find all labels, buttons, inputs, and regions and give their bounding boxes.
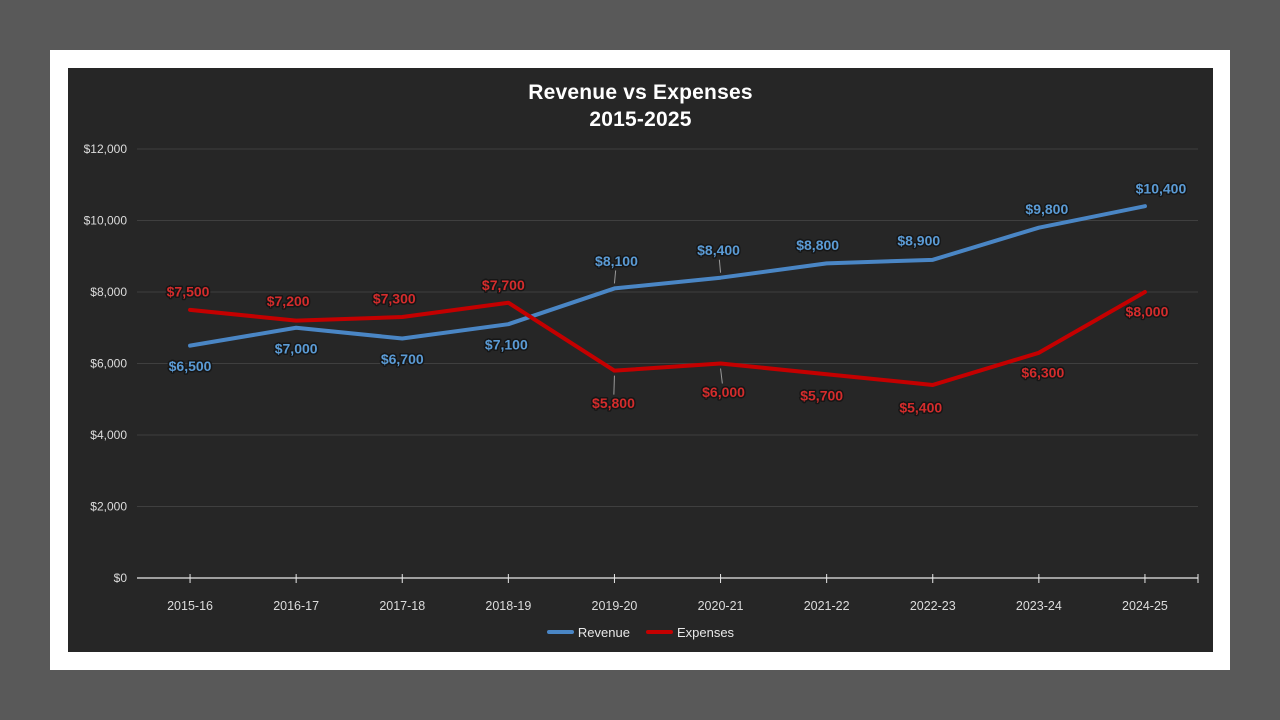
revenue-line-swatch xyxy=(546,630,574,634)
legend-label-revenue: Revenue xyxy=(577,624,630,640)
expenses-data-label: $7,300 xyxy=(373,291,416,307)
x-axis-tick-label: 2020-21 xyxy=(698,599,744,613)
revenue-data-label: $6,700 xyxy=(381,351,424,367)
legend-item-expenses: Expenses xyxy=(645,624,735,640)
y-axis-tick-label: $8,000 xyxy=(90,285,127,299)
revenue-line xyxy=(188,204,1147,348)
x-axis-tick-label: 2017-18 xyxy=(379,599,425,613)
revenue-data-label: $8,400 xyxy=(697,242,740,258)
revenue-data-label: $8,800 xyxy=(796,237,839,253)
data-label-leader-line xyxy=(720,368,723,384)
chart-legend: Revenue Expenses xyxy=(68,623,1213,641)
revenue-data-label: $10,400 xyxy=(1136,181,1187,197)
x-axis-tick-label: 2015-16 xyxy=(167,599,213,613)
revenue-data-label: $9,800 xyxy=(1025,201,1068,217)
data-label-leader-line xyxy=(613,270,617,284)
x-axis-tick-label: 2024-25 xyxy=(1122,599,1168,613)
revenue-data-label: $6,500 xyxy=(169,358,212,374)
legend-label-expenses: Expenses xyxy=(676,624,735,640)
chart-area: $0 $2,000 $4,000 $6,000 $8,000 $10,000 $12,000… xyxy=(68,68,1213,652)
x-axis-tick-label: 2019-20 xyxy=(592,599,638,613)
x-axis-tick-label: 2016-17 xyxy=(273,599,319,613)
expenses-line xyxy=(188,290,1147,387)
x-axis-tick-label: 2018-19 xyxy=(485,599,531,613)
expenses-data-label: $8,000 xyxy=(1126,304,1169,320)
revenue-data-label: $8,900 xyxy=(897,232,940,248)
chart-title-line2: 2015-2025 xyxy=(589,108,692,131)
expenses-data-label: $5,400 xyxy=(899,399,942,415)
revenue-data-label: $7,000 xyxy=(275,340,318,356)
revenue-data-label: $7,100 xyxy=(485,337,528,353)
chart-title: Revenue vs Expenses 2015-2025 xyxy=(68,79,1213,133)
chart-title-line1: Revenue vs Expenses xyxy=(528,81,753,104)
y-axis-tick-label: $10,000 xyxy=(84,214,128,228)
expenses-data-label: $5,800 xyxy=(592,395,635,411)
expenses-data-label: $5,700 xyxy=(800,388,843,404)
expenses-data-label: $7,700 xyxy=(482,277,525,293)
y-axis-tick-label: $4,000 xyxy=(90,428,127,442)
x-axis-tick-label: 2022-23 xyxy=(910,599,956,613)
x-axis-tick-label: 2023-24 xyxy=(1016,599,1062,613)
presentation-slide: $0 $2,000 $4,000 $6,000 $8,000 $10,000 $12,000… xyxy=(50,50,1230,670)
y-axis-tick-label: $12,000 xyxy=(84,142,128,156)
legend-item-revenue: Revenue xyxy=(546,624,630,640)
data-label-leader-line xyxy=(613,375,615,395)
y-axis-tick-label: $6,000 xyxy=(90,357,127,371)
expenses-data-label: $6,000 xyxy=(702,384,745,400)
expenses-data-label: $7,500 xyxy=(167,283,210,299)
data-label-leader-line xyxy=(718,259,722,273)
y-axis-tick-label: $0 xyxy=(114,571,128,585)
expenses-data-label: $7,200 xyxy=(267,293,310,309)
expenses-data-label: $6,300 xyxy=(1021,364,1064,380)
line-chart-plot: $0 $2,000 $4,000 $6,000 $8,000 $10,000 $12,000… xyxy=(84,142,1199,613)
revenue-data-label: $8,100 xyxy=(595,253,638,269)
y-axis-tick-label: $2,000 xyxy=(90,500,127,514)
x-axis-tick-label: 2021-22 xyxy=(804,599,850,613)
expenses-line-swatch xyxy=(645,630,673,634)
